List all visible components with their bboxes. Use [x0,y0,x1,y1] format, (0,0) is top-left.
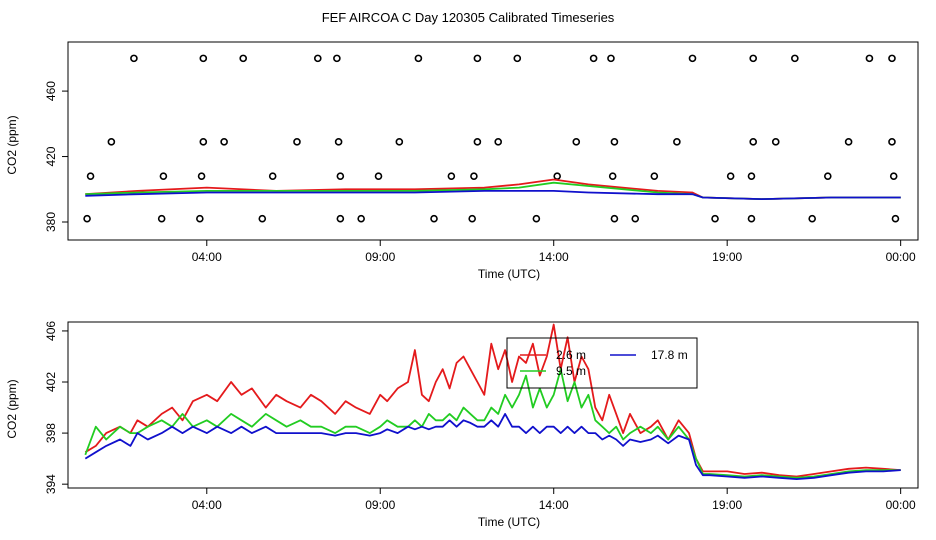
series-line-blue [85,190,901,200]
calibration-point [808,214,816,223]
plot-data [84,323,901,480]
panel-1: 04:00 09:00 14:00 19:00 00:00 Time (UTC) 380 42… [5,41,919,281]
y-tick-label: 380 [44,212,58,232]
y-tick-label: 406 [44,321,58,341]
calibration-point [607,54,615,63]
calibration-point [197,172,206,180]
y-tick-label: 460 [44,81,58,101]
y-tick-label: 398 [44,423,58,443]
x-tick-label: 19:00 [712,498,742,512]
calibration-point [333,54,341,63]
plot-frame [67,321,919,489]
y-tick-label: 420 [44,146,58,166]
calibration-point [631,214,640,223]
plot-frame [67,41,919,241]
calibration-point [83,214,91,223]
calibration-point [771,138,780,146]
calibration-point [473,54,482,63]
x-tick-label: 04:00 [192,498,222,512]
calibration-point [414,54,423,63]
calibration-point [268,172,277,180]
calibration-point [610,138,619,146]
calibration-point [447,172,456,180]
x-axis-title: Time (UTC) [478,515,540,529]
calibration-point [749,54,758,63]
x-tick-label: 09:00 [365,250,395,264]
calibration-point [334,138,343,146]
legend-label: 9.5 m [556,364,586,378]
y-axis-title: CO2 (ppm) [5,115,19,174]
chart-main-title: FEF AIRCOA C Day 120305 Calibrated Times… [321,10,615,25]
calibration-point [470,172,478,180]
calibration-point [513,54,522,63]
calibration-point [844,138,853,146]
calibration-point [610,214,619,223]
plot-data [83,54,901,223]
calibration-point [107,138,116,146]
calibration-point [688,54,697,63]
panel-2: 04:00 09:00 14:00 19:00 00:00 Time (UTC) 394 39… [5,321,919,529]
legend-box [506,337,698,389]
calibration-point [239,54,248,63]
y-tick-label: 402 [44,372,58,392]
calibration-point [196,214,204,223]
calibration-point [572,138,581,146]
calibration-point [357,214,365,223]
calibration-point [336,172,345,180]
calibration-point [888,54,896,63]
x-tick-label: 09:00 [365,498,395,512]
calibration-point [608,172,617,180]
x-tick-label: 19:00 [712,250,742,264]
calibration-point [747,214,756,223]
calibration-point [157,214,166,223]
legend-label: 2.6 m [556,348,586,362]
calibration-point [589,54,598,63]
calibration-point [791,54,799,63]
series-line-red [84,323,901,478]
x-tick-label: 00:00 [886,250,916,264]
y-tick-label: 394 [44,474,58,494]
calibration-point [199,138,208,146]
calibration-point [293,138,301,146]
calibration-point [711,214,719,223]
series-line-green [84,368,901,479]
calibration-point [395,138,404,146]
calibration-point [494,138,503,146]
calibration-point [220,138,228,146]
calibration-point [532,214,541,223]
calibration-point [888,138,896,146]
x-tick-label: 04:00 [192,250,222,264]
calibration-point [673,138,681,146]
calibration-point [865,54,874,63]
calibration-point [891,214,900,223]
x-tick-label: 14:00 [539,250,569,264]
series-line-blue [84,413,901,480]
calibration-point [313,54,322,63]
calibration-point [473,138,482,146]
calibration-point [889,172,898,180]
legend: 2.6 m 17.8 m 9.5 m [506,337,698,389]
calibration-point [749,138,758,146]
calibration-point [159,172,168,180]
x-axis-title: Time (UTC) [478,267,540,281]
calibration-point [374,172,383,180]
calibration-point [726,172,735,180]
calibration-point [468,214,476,223]
y-axis-title: CO2 (ppm) [5,379,19,438]
x-tick-label: 00:00 [886,498,916,512]
calibration-point [650,172,659,180]
calibration-point [258,214,267,223]
calibration-point [430,214,438,223]
calibration-point [336,214,345,223]
calibration-point [86,172,95,180]
calibration-point [747,172,756,180]
calibration-point [130,54,138,63]
calibration-point [823,172,832,180]
calibration-point [553,172,561,180]
calibration-point [199,54,208,63]
x-tick-label: 14:00 [539,498,569,512]
legend-label: 17.8 m [651,348,688,362]
